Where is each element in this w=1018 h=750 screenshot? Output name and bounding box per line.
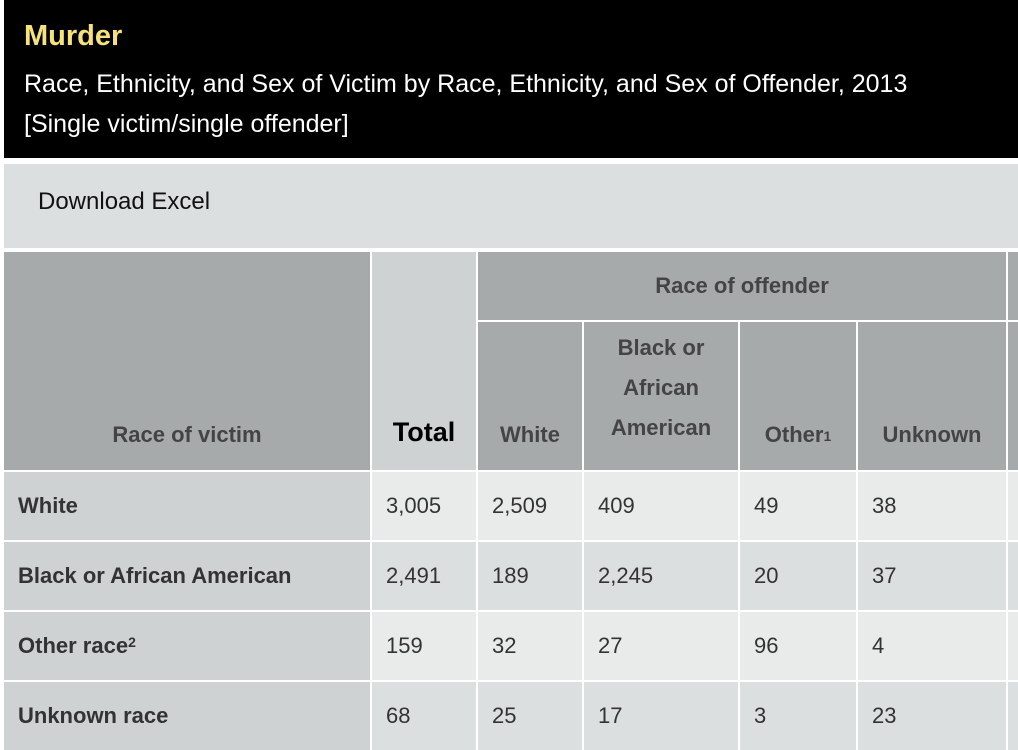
row-label-text: Other race	[18, 633, 129, 658]
header-white: White	[478, 322, 582, 470]
cell-total: 159	[372, 612, 476, 680]
row-spill	[1008, 612, 1018, 680]
cell-unknown: 38	[858, 472, 1006, 540]
cell-other: 20	[740, 542, 856, 610]
cell-unknown: 4	[858, 612, 1006, 680]
row-label-text: Unknown race	[18, 703, 169, 728]
cell-white: 189	[478, 542, 582, 610]
subtitle-line-1: Race, Ethnicity, and Sex of Victim by Ra…	[24, 70, 908, 98]
cell-white: 25	[478, 682, 582, 750]
header-other: Other 1	[740, 322, 856, 470]
cell-other: 49	[740, 472, 856, 540]
cell-other: 96	[740, 612, 856, 680]
header-unknown: Unknown	[858, 322, 1006, 470]
header-race-of-offender: Race of offender	[478, 252, 1006, 320]
cell-white: 32	[478, 612, 582, 680]
header-total: Total	[372, 252, 476, 470]
footnote-2[interactable]: 2	[128, 634, 136, 650]
row-spill	[1008, 542, 1018, 610]
row-spill	[1008, 472, 1018, 540]
header-black-or-african-american: Black or African American	[584, 322, 738, 470]
header-other-label: Other	[764, 422, 824, 447]
row-label-text: Black or African American	[18, 563, 292, 588]
cell-black: 17	[584, 682, 738, 750]
report-header: Murder Race, Ethnicity, and Sex of Victi…	[4, 0, 1018, 158]
row-label-text: White	[18, 493, 78, 518]
cell-total: 3,005	[372, 472, 476, 540]
cell-total: 68	[372, 682, 476, 750]
cell-black: 409	[584, 472, 738, 540]
cell-white: 2,509	[478, 472, 582, 540]
header-race-of-victim: Race of victim	[4, 252, 370, 470]
header-spill	[1008, 252, 1018, 320]
download-excel-link[interactable]: Download Excel	[38, 188, 211, 215]
header-black-label: Black or African American	[610, 335, 712, 440]
cell-black: 27	[584, 612, 738, 680]
row-spill	[1008, 682, 1018, 750]
cell-other: 3	[740, 682, 856, 750]
cell-black: 2,245	[584, 542, 738, 610]
download-bar: Download Excel	[4, 164, 1018, 248]
report-subtitle: Race, Ethnicity, and Sex of Victim by Ra…	[24, 64, 907, 144]
cell-unknown: 23	[858, 682, 1006, 750]
report-title: Murder	[24, 20, 123, 52]
row-label: White	[4, 472, 370, 540]
header-spill	[1008, 322, 1018, 470]
row-label: Other race 2	[4, 612, 370, 680]
row-label: Black or African American	[4, 542, 370, 610]
row-label: Unknown race	[4, 682, 370, 750]
subtitle-line-2: [Single victim/single offender]	[24, 110, 349, 138]
cell-total: 2,491	[372, 542, 476, 610]
footnote-1[interactable]: 1	[823, 428, 832, 444]
cell-unknown: 37	[858, 542, 1006, 610]
